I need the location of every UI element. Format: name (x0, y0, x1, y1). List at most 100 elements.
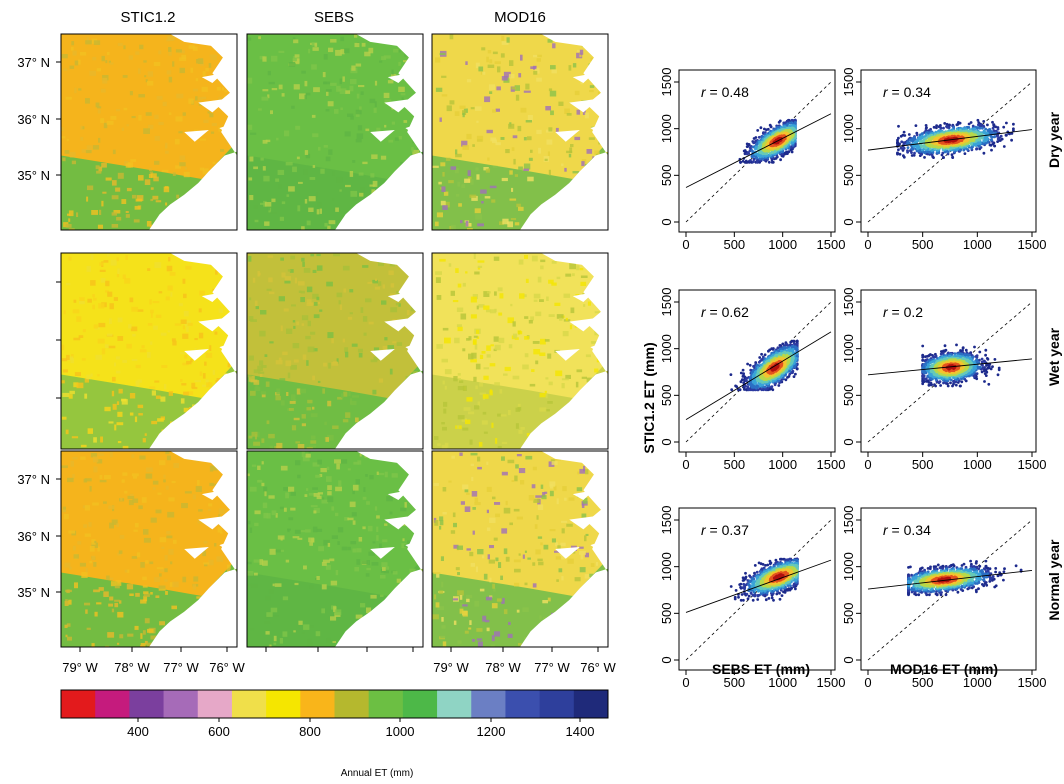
x-tick-wet-sebs-500: 500 (723, 457, 745, 472)
x-tick-wet-mod16-500: 500 (912, 457, 934, 472)
lat-label-37n-top: 37° N (17, 55, 50, 70)
y-tick-normal-sebs-1000: 1000 (659, 552, 674, 581)
map-panel-normal-1 (247, 451, 426, 649)
y-tick-dry-mod16-500: 500 (841, 164, 856, 186)
x-tick-dry-mod16-500: 500 (912, 237, 934, 252)
colorbar-swatch-5 (232, 690, 267, 718)
colorbar-tick-1000: 1000 (386, 724, 415, 739)
y-tick-normal-mod16-1500: 1500 (841, 506, 856, 535)
scatter-x-axis-title-sebs: SEBS ET (mm) (712, 661, 810, 677)
y-tick-normal-sebs-0: 0 (659, 656, 674, 663)
y-tick-dry-mod16-1500: 1500 (841, 68, 856, 97)
colorbar-tick-600: 600 (208, 724, 230, 739)
scatter-panel-wet-mod16: r = 0.2 0 500 1000 1500 0 500 1000 1500 (841, 288, 1046, 472)
map-column-title-mod16: MOD16 (494, 9, 546, 26)
map-panels (56, 34, 613, 652)
colorbar-swatch-12 (471, 690, 506, 718)
row-label-dry-year: Dry year (1046, 111, 1062, 168)
r-value-label-normal-mod16: r = 0.34 (883, 522, 931, 538)
r-value-label-dry-sebs: r = 0.48 (701, 84, 749, 100)
scatter-panel-dry-mod16: r = 0.34 0 500 1000 1500 0 500 1000 1500 (841, 68, 1046, 252)
x-tick-dry-sebs-1500: 1500 (817, 237, 846, 252)
y-tick-normal-mod16-0: 0 (841, 656, 856, 663)
colorbar-swatch-0 (61, 690, 96, 718)
y-tick-normal-mod16-1000: 1000 (841, 552, 856, 581)
colorbar-swatch-2 (129, 690, 164, 718)
scatter-x-axis-title-mod16: MOD16 ET (mm) (890, 661, 998, 677)
y-tick-wet-sebs-1000: 1000 (659, 334, 674, 363)
colorbar-swatch-13 (505, 690, 540, 718)
scatter-y-axis-title: STIC1.2 ET (mm) (641, 342, 657, 453)
colorbar-swatch-7 (300, 690, 335, 718)
x-tick-wet-mod16-0: 0 (864, 457, 871, 472)
lat-label-35n-bottom: 35° N (17, 585, 50, 600)
y-tick-normal-sebs-500: 500 (659, 602, 674, 624)
row-label-normal-year: Normal year (1046, 539, 1062, 620)
y-tick-normal-mod16-500: 500 (841, 602, 856, 624)
y-tick-dry-sebs-500: 500 (659, 164, 674, 186)
colorbar-swatch-1 (95, 690, 130, 718)
x-tick-wet-mod16-1000: 1000 (963, 457, 992, 472)
colorbar-swatch-9 (369, 690, 404, 718)
x-tick-normal-sebs-1000: 1000 (768, 675, 797, 690)
colorbar-swatch-15 (574, 690, 609, 718)
lon-label-79w-right: 79° W (433, 660, 469, 675)
x-tick-normal-mod16-1000: 1000 (963, 675, 992, 690)
r-value-label-normal-sebs: r = 0.37 (701, 522, 749, 538)
x-tick-wet-sebs-1000: 1000 (768, 457, 797, 472)
map-panel-wet-0 (61, 253, 242, 452)
colorbar-tick-400: 400 (127, 724, 149, 739)
y-tick-dry-sebs-0: 0 (659, 218, 674, 225)
colorbar-tick-1200: 1200 (477, 724, 506, 739)
colorbar-swatch-4 (198, 690, 233, 718)
x-tick-dry-mod16-1500: 1500 (1018, 237, 1047, 252)
y-tick-wet-sebs-1500: 1500 (659, 288, 674, 317)
lat-label-36n-bottom: 36° N (17, 529, 50, 544)
y-tick-dry-mod16-0: 0 (841, 218, 856, 225)
x-tick-normal-mod16-500: 500 (912, 675, 934, 690)
map-column-title-stic: STIC1.2 (120, 9, 175, 26)
colorbar-swatch-11 (437, 690, 472, 718)
lon-label-78w-left: 78° W (114, 660, 150, 675)
r-value-label-wet-sebs: r = 0.62 (701, 304, 749, 320)
x-tick-wet-sebs-1500: 1500 (817, 457, 846, 472)
colorbar-swatch-14 (540, 690, 575, 718)
r-value-label-wet-mod16: r = 0.2 (883, 304, 923, 320)
y-tick-dry-sebs-1000: 1000 (659, 114, 674, 143)
lat-label-37n-bottom: 37° N (17, 472, 50, 487)
y-tick-dry-sebs-1500: 1500 (659, 68, 674, 97)
lat-label-35n-top: 35° N (17, 168, 50, 183)
colorbar-tick-1400: 1400 (566, 724, 595, 739)
lon-label-77w-right: 77° W (534, 660, 570, 675)
y-tick-wet-mod16-1500: 1500 (841, 288, 856, 317)
lon-label-76w-left: 76° W (209, 660, 245, 675)
colorbar-title: Annual ET (mm) (341, 768, 414, 779)
y-tick-wet-mod16-0: 0 (841, 438, 856, 445)
x-tick-normal-sebs-0: 0 (682, 675, 689, 690)
r-value-label-dry-mod16: r = 0.34 (883, 84, 931, 100)
x-tick-wet-mod16-1500: 1500 (1018, 457, 1047, 472)
x-tick-dry-sebs-500: 500 (723, 237, 745, 252)
x-tick-dry-mod16-0: 0 (864, 237, 871, 252)
y-tick-wet-mod16-1000: 1000 (841, 334, 856, 363)
x-tick-normal-sebs-500: 500 (723, 675, 745, 690)
y-tick-dry-mod16-1000: 1000 (841, 114, 856, 143)
y-tick-wet-sebs-500: 500 (659, 384, 674, 406)
lon-label-76w-right: 76° W (580, 660, 616, 675)
x-tick-dry-mod16-1000: 1000 (963, 237, 992, 252)
map-column-title-sebs: SEBS (314, 9, 354, 26)
y-tick-wet-mod16-500: 500 (841, 384, 856, 406)
colorbar-swatch-8 (335, 690, 370, 718)
map-panel-dry-0 (61, 34, 241, 231)
lon-label-77w-left: 77° W (163, 660, 199, 675)
colorbar-swatch-3 (164, 690, 199, 718)
x-tick-normal-mod16-0: 0 (864, 675, 871, 690)
map-panel-wet-2 (432, 253, 612, 453)
map-panel-dry-2 (432, 34, 613, 234)
